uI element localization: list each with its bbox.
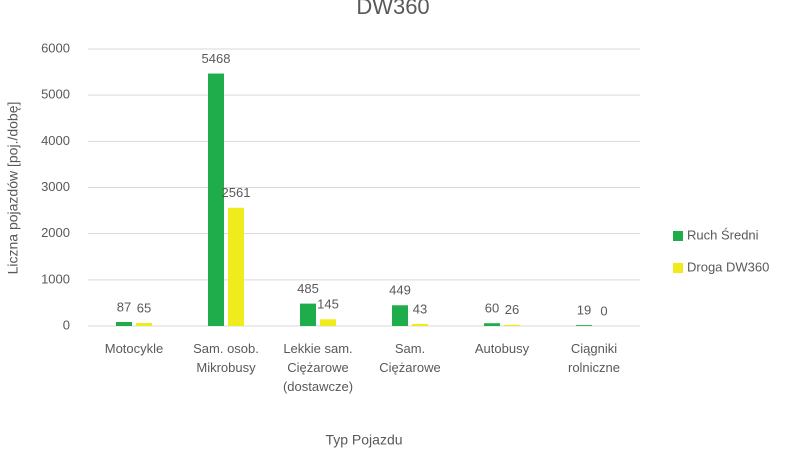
value-label: 60 [485, 301, 499, 316]
x-tick-label-line: (dostawcze) [283, 379, 353, 394]
x-tick-label-line: Autobusy [475, 341, 530, 356]
value-label: 19 [577, 303, 591, 318]
bar [392, 305, 408, 326]
bar [208, 73, 224, 326]
x-tick-label-line: Sam. [395, 341, 425, 356]
x-tick-label-line: Mikrobusy [196, 360, 256, 375]
y-tick-label: 0 [63, 317, 70, 332]
bar [320, 319, 336, 326]
y-tick-label: 2000 [41, 225, 70, 240]
value-label: 26 [505, 302, 519, 317]
x-tick-label: Motocykle [105, 341, 164, 356]
legend-swatch [673, 263, 683, 273]
bar [412, 324, 428, 326]
value-label: 43 [413, 301, 427, 316]
bar [300, 303, 316, 326]
legend-label: Droga DW360 [687, 259, 769, 274]
value-label: 2561 [222, 185, 251, 200]
y-axis-title: Liczna pojazdów [poj./dobę] [5, 102, 21, 275]
value-label: 449 [389, 283, 411, 298]
value-label: 485 [297, 281, 319, 296]
y-tick-label: 6000 [41, 40, 70, 55]
y-tick-label: 4000 [41, 133, 70, 148]
x-tick-label: Lekkie sam. Ciężarowe (dostawcze) [283, 341, 353, 394]
x-tick-label-line: rolniczne [568, 360, 620, 375]
x-tick-label-line: Lekkie sam. [283, 341, 352, 356]
x-tick-label-line: Ciężarowe [287, 360, 348, 375]
x-tick-label-line: Motocykle [105, 341, 164, 356]
x-tick-label-line: Sam. osob. [193, 341, 259, 356]
legend-label: Ruch Średni [687, 227, 759, 242]
y-tick-label: 5000 [41, 87, 70, 102]
x-tick-label-line: Ciężarowe [379, 360, 440, 375]
value-label: 5468 [202, 51, 231, 66]
bar [116, 321, 132, 326]
bar [228, 207, 244, 326]
x-tick-label: Sam. Ciężarowe [379, 341, 440, 375]
value-label: 65 [137, 300, 151, 315]
value-label: 145 [317, 297, 339, 312]
value-label: 87 [117, 299, 131, 314]
bar [504, 324, 520, 326]
y-tick-label: 1000 [41, 271, 70, 286]
x-tick-label: Autobusy [475, 341, 530, 356]
bar [136, 322, 152, 326]
bar [484, 323, 500, 326]
bar [576, 325, 592, 326]
value-label: 0 [600, 303, 607, 318]
x-tick-label-line: Ciągniki [571, 341, 617, 356]
x-axis-title: Typ Pojazdu [325, 432, 402, 448]
legend-swatch [673, 231, 683, 241]
x-tick-label: Ciągniki rolniczne [568, 341, 620, 375]
y-tick-label: 3000 [41, 179, 70, 194]
chart-title: DW360 [356, 0, 429, 19]
x-tick-label: Sam. osob. Mikrobusy [193, 341, 259, 375]
